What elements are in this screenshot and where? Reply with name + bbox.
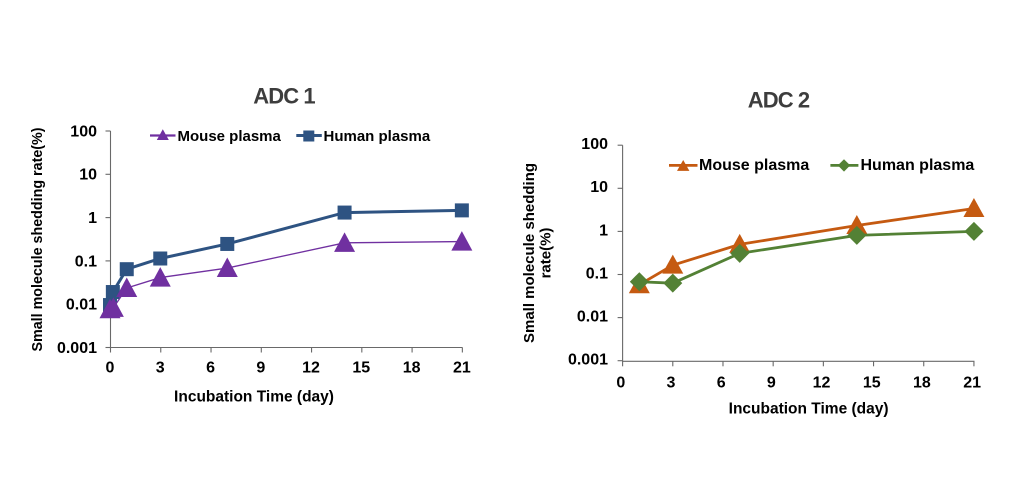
svg-text:15: 15 bbox=[863, 375, 881, 392]
svg-text:Mouse plasma: Mouse plasma bbox=[178, 128, 282, 145]
svg-text:Mouse plasma: Mouse plasma bbox=[699, 157, 809, 174]
svg-text:6: 6 bbox=[717, 375, 726, 392]
svg-text:Small molecule shedding: Small molecule shedding bbox=[521, 163, 538, 343]
svg-text:9: 9 bbox=[767, 375, 776, 392]
svg-text:1: 1 bbox=[88, 210, 97, 227]
svg-text:0.001: 0.001 bbox=[57, 340, 97, 357]
svg-text:100: 100 bbox=[581, 136, 608, 153]
svg-text:Incubation Time (day): Incubation Time (day) bbox=[729, 401, 889, 418]
svg-text:6: 6 bbox=[206, 360, 215, 377]
svg-text:3: 3 bbox=[667, 375, 676, 392]
svg-text:18: 18 bbox=[913, 375, 931, 392]
svg-text:0: 0 bbox=[106, 360, 115, 377]
svg-text:10: 10 bbox=[79, 167, 97, 184]
svg-text:12: 12 bbox=[302, 360, 320, 377]
svg-text:1: 1 bbox=[599, 222, 608, 239]
svg-text:ADC 2: ADC 2 bbox=[748, 87, 810, 112]
svg-text:21: 21 bbox=[963, 375, 981, 392]
svg-text:0: 0 bbox=[616, 375, 625, 392]
svg-text:rate(%): rate(%) bbox=[538, 228, 555, 279]
svg-text:Small molecule shedding rate(%: Small molecule shedding rate(%) bbox=[30, 127, 46, 351]
svg-text:0.1: 0.1 bbox=[75, 253, 97, 270]
svg-text:0.1: 0.1 bbox=[586, 265, 608, 282]
svg-text:100: 100 bbox=[70, 123, 97, 140]
svg-text:0.01: 0.01 bbox=[66, 297, 97, 314]
svg-text:9: 9 bbox=[256, 360, 265, 377]
svg-text:10: 10 bbox=[590, 179, 608, 196]
svg-text:0.01: 0.01 bbox=[577, 309, 608, 326]
svg-text:21: 21 bbox=[453, 360, 471, 377]
svg-text:Incubation Time (day): Incubation Time (day) bbox=[174, 389, 334, 406]
svg-text:3: 3 bbox=[156, 360, 165, 377]
svg-text:Human plasma: Human plasma bbox=[861, 157, 975, 174]
svg-text:15: 15 bbox=[352, 360, 370, 377]
svg-text:18: 18 bbox=[403, 360, 421, 377]
svg-text:12: 12 bbox=[813, 375, 831, 392]
svg-text:Human plasma: Human plasma bbox=[324, 128, 431, 145]
svg-text:ADC 1: ADC 1 bbox=[253, 83, 315, 108]
svg-text:0.001: 0.001 bbox=[568, 352, 608, 369]
